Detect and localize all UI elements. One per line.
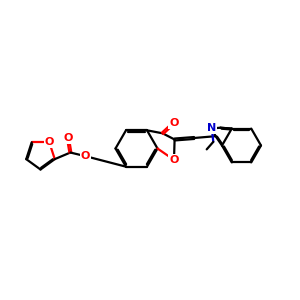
Text: O: O xyxy=(81,151,90,161)
Text: O: O xyxy=(63,133,73,143)
Text: O: O xyxy=(169,155,179,165)
Text: O: O xyxy=(45,137,54,147)
Text: N: N xyxy=(207,123,216,134)
Text: O: O xyxy=(169,118,179,128)
